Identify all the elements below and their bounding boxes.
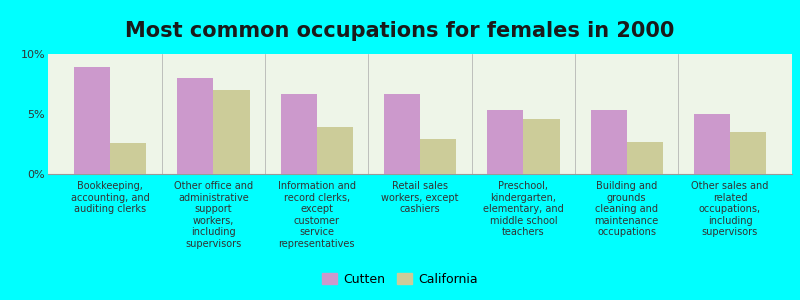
Bar xyxy=(384,94,420,174)
Bar xyxy=(177,78,214,174)
Bar xyxy=(214,90,250,174)
Bar xyxy=(694,114,730,174)
Bar xyxy=(523,119,559,174)
Bar xyxy=(74,67,110,174)
Bar xyxy=(487,110,523,174)
Legend: Cutten, California: Cutten, California xyxy=(317,268,483,291)
Text: Most common occupations for females in 2000: Most common occupations for females in 2… xyxy=(126,21,674,41)
Bar xyxy=(281,94,317,174)
Bar xyxy=(626,142,663,174)
Bar xyxy=(317,127,353,174)
Bar xyxy=(110,143,146,174)
Bar xyxy=(730,132,766,174)
Bar xyxy=(420,139,456,174)
Bar xyxy=(590,110,626,174)
